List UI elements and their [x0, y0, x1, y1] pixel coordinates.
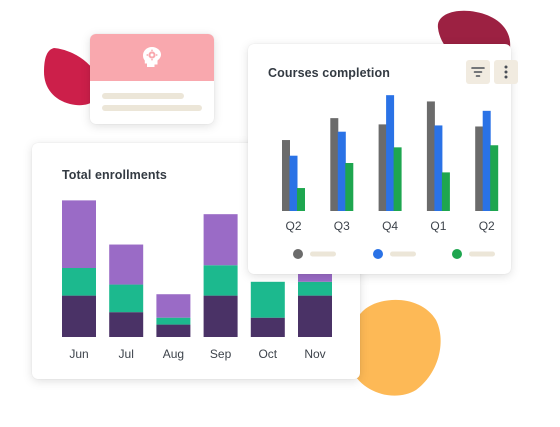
- head-gear-icon: [143, 46, 161, 67]
- crimson-blob: [44, 48, 100, 106]
- enrollment-month-label: Aug: [163, 347, 184, 361]
- completion-bar: [330, 118, 339, 211]
- filter-button[interactable]: [466, 60, 490, 84]
- completion-bar: [337, 131, 346, 211]
- placeholder-line: [102, 93, 184, 99]
- enrollments-chart: Jun Jul Aug Sep Oct Nov: [62, 200, 332, 361]
- completion-quarter-label: Q1: [430, 219, 446, 233]
- enrollment-bar-segment: [109, 312, 144, 337]
- completion-bar: [393, 147, 402, 211]
- profile-card-header: [90, 34, 214, 81]
- completion-bar: [378, 124, 387, 211]
- enrollment-bar-segment: [62, 295, 96, 337]
- completion-bar: [490, 145, 499, 211]
- enrollment-bar-segment: [156, 317, 191, 325]
- enrollment-bar-segment: [298, 273, 332, 282]
- enrollment-bar-segment: [250, 281, 285, 318]
- enrollment-bar-segment: [156, 294, 191, 318]
- completion-quarter-label: Q2: [285, 219, 301, 233]
- enrollment-bar-segment: [156, 324, 191, 337]
- enrollment-month-label: Oct: [258, 347, 277, 361]
- completion-bar: [434, 125, 443, 211]
- legend-dot: [293, 249, 303, 259]
- legend-dot: [373, 249, 383, 259]
- enrollment-bar-segment: [203, 265, 238, 296]
- completion-chart: Q2 Q3 Q4 Q1 Q2: [282, 95, 499, 259]
- enrollment-month-label: Jul: [119, 347, 134, 361]
- profile-card: [90, 34, 214, 124]
- legend-placeholder: [390, 251, 416, 257]
- enrollment-bar-segment: [250, 317, 285, 337]
- enrollment-month-label: Sep: [210, 347, 232, 361]
- enrollment-bar-segment: [62, 268, 96, 296]
- completion-bar: [441, 172, 450, 211]
- enrollment-bar-segment: [298, 295, 332, 337]
- completion-bar: [482, 110, 491, 211]
- completion-quarter-label: Q3: [334, 219, 350, 233]
- legend-placeholder: [469, 251, 495, 257]
- filter-icon: [471, 67, 485, 77]
- legend-dot: [452, 249, 462, 259]
- enrollment-month-label: Jun: [69, 347, 88, 361]
- legend-placeholder: [310, 251, 336, 257]
- completion-title: Courses completion: [268, 66, 390, 80]
- enrollment-month-label: Nov: [304, 347, 325, 361]
- more-vertical-icon: [504, 65, 508, 79]
- enrollment-bar-segment: [298, 281, 332, 296]
- enrollment-bar-segment: [109, 284, 144, 313]
- enrollment-bar-segment: [62, 200, 96, 268]
- completion-bar: [475, 126, 484, 211]
- completion-quarter-label: Q2: [479, 219, 495, 233]
- more-options-button[interactable]: [494, 60, 518, 84]
- completion-bar: [297, 188, 305, 211]
- completion-bar: [345, 163, 354, 211]
- completion-bar: [386, 95, 395, 211]
- completion-bar: [289, 155, 298, 211]
- enrollments-title: Total enrollments: [62, 168, 167, 182]
- placeholder-line: [102, 105, 202, 111]
- completion-card: Courses completion Q2 Q3 Q4 Q1 Q2: [248, 44, 518, 274]
- completion-quarter-label: Q4: [382, 219, 398, 233]
- orange-blob: [348, 299, 441, 396]
- completion-bar: [426, 101, 435, 211]
- completion-bar: [282, 140, 290, 211]
- enrollment-bar-segment: [203, 295, 238, 337]
- enrollment-bar-segment: [203, 214, 238, 266]
- enrollment-bar-segment: [109, 244, 144, 285]
